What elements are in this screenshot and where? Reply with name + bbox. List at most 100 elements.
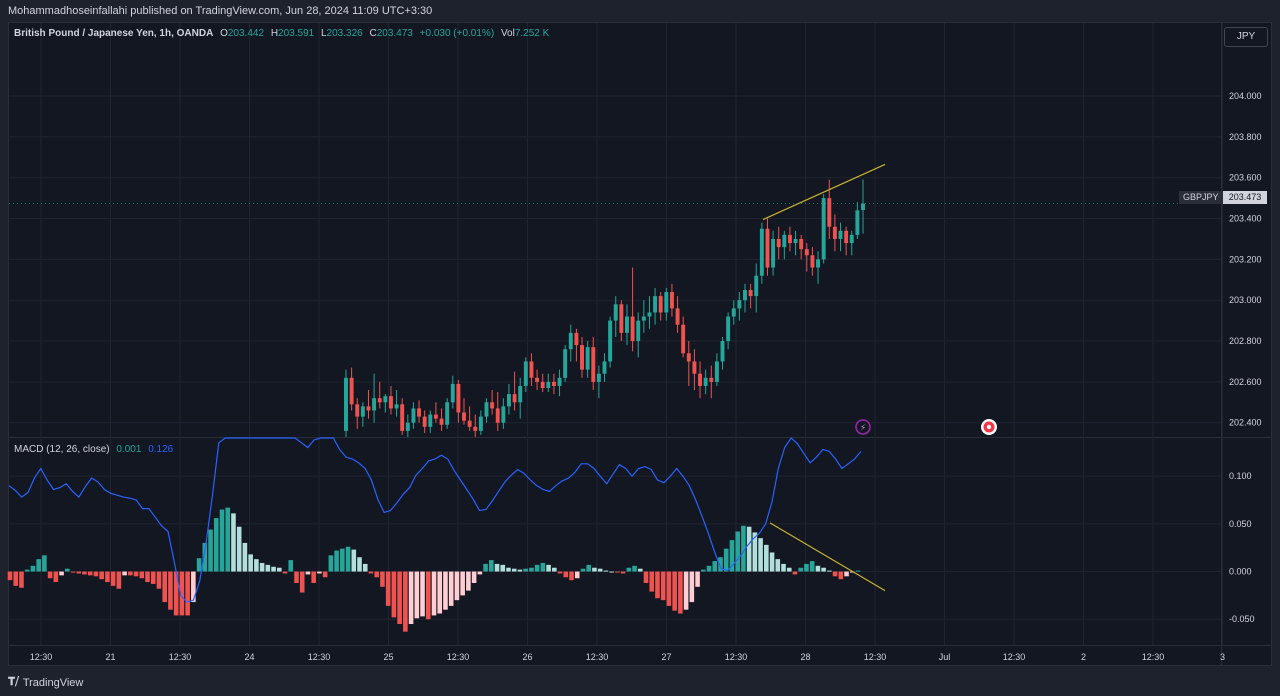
- candle: [574, 328, 579, 362]
- candle: [782, 230, 787, 260]
- macd-hist-bar: [59, 571, 64, 576]
- candle: [714, 353, 719, 386]
- macd-hist-bar: [254, 559, 259, 572]
- macd-hist-bar: [288, 560, 294, 572]
- candle-body: [495, 408, 500, 423]
- macd-hist-bar: [219, 509, 225, 572]
- macd-hist-bar: [815, 565, 821, 572]
- time-tick-label: 12:30: [586, 652, 609, 662]
- macd-hist-bar: [236, 526, 242, 572]
- macd-hist-bar: [116, 571, 122, 589]
- legend-volume-label: Vol: [500, 28, 515, 39]
- macd-hist-bar: [672, 571, 677, 611]
- candle-body: [433, 414, 438, 419]
- candle-body: [529, 361, 534, 378]
- candle: [450, 375, 455, 409]
- macd-hist-bar: [317, 571, 322, 574]
- macd-hist-bar: [494, 563, 500, 572]
- candle-body: [349, 377, 354, 405]
- candle: [523, 357, 528, 393]
- price-tag-symbol: GBPJPY: [1179, 191, 1223, 204]
- time-tick-label: 12:30: [864, 652, 887, 662]
- candle: [776, 226, 781, 260]
- macd-hist-bar: [156, 571, 162, 589]
- macd-hist-bar: [832, 571, 838, 577]
- price-tick-label: 202.400: [1229, 418, 1262, 428]
- candle-body: [540, 381, 545, 388]
- macd-hist-bar: [798, 567, 803, 572]
- candle: [602, 353, 607, 382]
- candle-body: [855, 210, 860, 235]
- candle-body: [372, 398, 377, 411]
- macd-hist-bar: [47, 571, 53, 579]
- macd-hist-bar: [552, 567, 557, 572]
- macd-hist-bar: [139, 571, 145, 579]
- macd-line: [8, 437, 862, 603]
- candle-body: [748, 290, 753, 297]
- macd-hist-bar: [477, 571, 483, 575]
- macd-hist-bar: [305, 571, 311, 575]
- candle-body: [737, 300, 742, 309]
- macd-hist-bar: [42, 555, 47, 572]
- time-axis: 12:30 21 12:30 24 12:30 25 12:30 26 12:30 27 12:30…: [30, 652, 1225, 662]
- candle: [495, 392, 500, 431]
- time-tick-label: Jul: [939, 652, 951, 662]
- candle: [349, 367, 354, 411]
- candle: [596, 365, 601, 399]
- legend-close-label: C: [369, 28, 377, 39]
- candle-body: [771, 238, 776, 268]
- macd-hist-bar: [764, 544, 769, 572]
- tradingview-logo[interactable]: 𝐓⧸ TradingView: [8, 676, 83, 689]
- price-tick-label: 202.600: [1229, 377, 1262, 387]
- candle: [388, 385, 393, 415]
- candle-body: [467, 420, 472, 427]
- macd-hist-bar: [597, 568, 603, 572]
- candle-body: [512, 394, 517, 403]
- macd-hist-bar: [775, 559, 781, 572]
- candle: [512, 371, 517, 411]
- legend-open-label: O: [220, 28, 228, 39]
- macd-hist-bar: [546, 564, 551, 572]
- macd-hist-bar: [87, 571, 93, 576]
- candle-body: [698, 373, 702, 386]
- macd-tick-label: -0.050: [1229, 614, 1255, 624]
- macd-hist-bar: [7, 571, 13, 581]
- macd-hist-bar: [30, 565, 36, 572]
- candle-body: [608, 320, 613, 362]
- time-tick-label: 3: [1220, 652, 1225, 662]
- chart-frame[interactable]: [8, 22, 1272, 666]
- candle: [771, 230, 776, 276]
- candle-body: [821, 198, 826, 260]
- macd-hist-bar: [191, 571, 196, 603]
- macd-hist-bar: [471, 571, 477, 583]
- currency-button[interactable]: JPY: [1224, 27, 1268, 47]
- macd-hist-bar: [523, 568, 528, 572]
- macd-legend[interactable]: MACD (12, 26, close) 0.001 0.126: [14, 444, 173, 455]
- candle-body: [849, 234, 854, 244]
- price-axis: 204.000 203.800 203.600 203.400 203.200 203.0…: [1229, 91, 1262, 428]
- candle: [372, 373, 377, 423]
- candle: [653, 287, 658, 325]
- macd-hist-bar: [781, 563, 786, 572]
- candle-body: [686, 353, 691, 362]
- macd-hist-bar: [683, 571, 689, 610]
- macd-hist-bar: [259, 562, 265, 572]
- candle: [428, 410, 433, 433]
- macd-hist-bar: [437, 571, 443, 614]
- candle-body: [563, 349, 568, 378]
- candle-body: [383, 396, 388, 403]
- candle-body: [675, 308, 680, 325]
- candle-body: [658, 296, 663, 313]
- candle-body: [844, 230, 849, 244]
- price-tick-label: 204.000: [1229, 91, 1262, 101]
- candle: [467, 406, 472, 431]
- candle: [832, 214, 837, 252]
- candle-body: [394, 404, 399, 409]
- macd-hist-bar: [678, 571, 683, 614]
- macd-hist-bar: [168, 571, 173, 610]
- candle: [675, 296, 680, 333]
- candle-body: [630, 316, 635, 342]
- macd-hist-bar: [425, 571, 431, 620]
- macd-hist-bar: [483, 563, 488, 572]
